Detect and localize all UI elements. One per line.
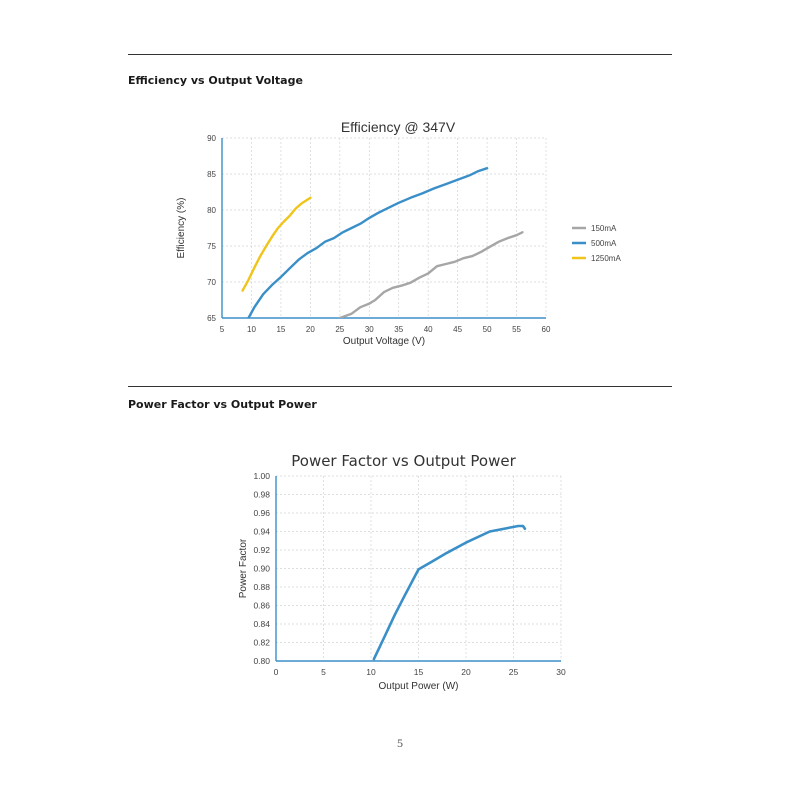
x-axis-label: Output Power (W) xyxy=(378,681,458,692)
x-tick-label: 30 xyxy=(556,667,566,677)
y-tick-label: 75 xyxy=(207,242,216,251)
page-number: 5 xyxy=(397,736,403,750)
y-tick-label: 0.80 xyxy=(253,656,270,666)
y-tick-label: 0.98 xyxy=(253,490,270,500)
y-tick-label: 0.84 xyxy=(253,619,270,629)
y-tick-label: 70 xyxy=(207,278,216,287)
y-tick-label: 0.94 xyxy=(253,527,270,537)
y-axis-label: Efficiency (%) xyxy=(176,198,187,259)
y-tick-label: 65 xyxy=(207,314,216,323)
x-tick-label: 45 xyxy=(453,325,462,334)
x-tick-label: 25 xyxy=(335,325,344,334)
section-heading-efficiency: Efficiency vs Output Voltage xyxy=(128,74,303,87)
x-tick-label: 5 xyxy=(220,325,225,334)
y-tick-label: 0.82 xyxy=(253,638,270,648)
series-line-150ma xyxy=(338,231,524,318)
y-tick-label: 1.00 xyxy=(253,471,270,481)
x-tick-label: 10 xyxy=(366,667,376,677)
y-tick-label: 80 xyxy=(207,206,216,215)
series-line-1250ma xyxy=(241,196,312,292)
series-line xyxy=(372,524,527,661)
y-tick-label: 0.88 xyxy=(253,582,270,592)
y-axis-label: Power Factor xyxy=(238,538,249,598)
x-tick-label: 10 xyxy=(247,325,256,334)
section-heading-power-factor: Power Factor vs Output Power xyxy=(128,398,317,411)
legend-label-150ma: 150mA xyxy=(591,224,617,233)
y-tick-label: 0.90 xyxy=(253,564,270,574)
y-tick-label: 0.96 xyxy=(253,508,270,518)
series-line-500ma xyxy=(247,166,489,318)
y-tick-label: 0.86 xyxy=(253,601,270,611)
x-tick-label: 25 xyxy=(509,667,519,677)
x-tick-label: 20 xyxy=(306,325,315,334)
x-tick-label: 40 xyxy=(424,325,433,334)
x-tick-label: 50 xyxy=(483,325,492,334)
middle-divider xyxy=(128,386,672,387)
x-tick-label: 55 xyxy=(512,325,521,334)
chart-title: Power Factor vs Output Power xyxy=(291,452,516,470)
x-tick-label: 15 xyxy=(276,325,285,334)
x-tick-label: 30 xyxy=(365,325,374,334)
x-tick-label: 0 xyxy=(274,667,279,677)
chart-title: Efficiency @ 347V xyxy=(341,119,456,135)
x-tick-label: 5 xyxy=(321,667,326,677)
x-axis-label: Output Voltage (V) xyxy=(343,336,425,347)
x-tick-label: 60 xyxy=(542,325,551,334)
top-divider xyxy=(128,54,672,55)
y-tick-label: 85 xyxy=(207,170,216,179)
y-tick-label: 90 xyxy=(207,134,216,143)
legend-label-500ma: 500mA xyxy=(591,239,617,248)
x-tick-label: 20 xyxy=(461,667,471,677)
x-tick-label: 35 xyxy=(394,325,403,334)
x-tick-label: 15 xyxy=(414,667,424,677)
legend-label-1250ma: 1250mA xyxy=(591,254,621,263)
y-tick-label: 0.92 xyxy=(253,545,270,555)
